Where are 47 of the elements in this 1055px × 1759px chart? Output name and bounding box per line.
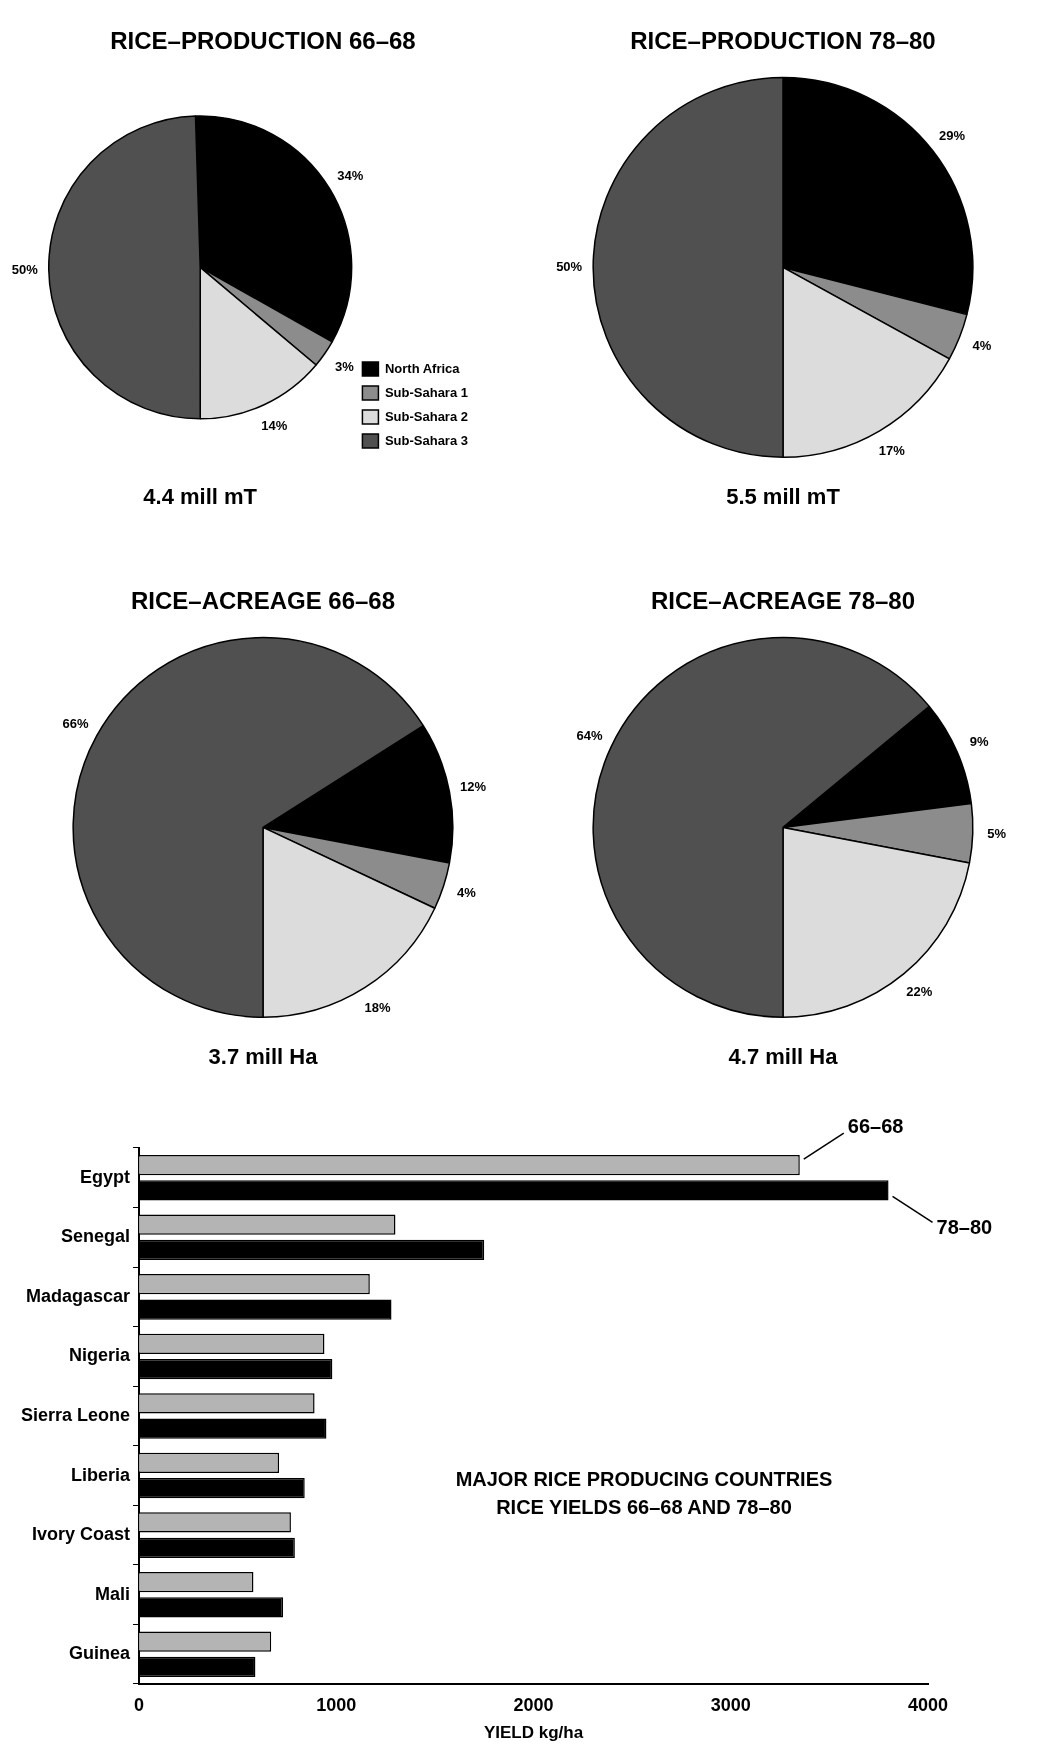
data-label: 5% <box>987 825 1007 841</box>
annotation: MAJOR RICE PRODUCING COUNTRIES <box>455 1467 833 1490</box>
text: 4.4 mill mT <box>143 484 258 510</box>
data-label: 50% <box>11 261 39 277</box>
legend-label: North Africa <box>384 360 461 376</box>
text: 5.5 mill mT <box>726 484 841 510</box>
x-tick-label: 2000 <box>513 1694 554 1715</box>
data-label: 14% <box>261 418 288 434</box>
x-tick-label: 0 <box>134 1694 145 1715</box>
data-label: 34% <box>337 168 364 184</box>
data-label: 17% <box>878 443 906 459</box>
y-tick-label: Nigeria <box>69 1345 132 1366</box>
y-tick-label: Mali <box>95 1583 131 1604</box>
chart-title: RICE–ACREAGE 66–68 <box>130 587 396 615</box>
legend-label: Sub-Sahara 1 <box>384 384 469 400</box>
text: 78–80 <box>936 1215 993 1238</box>
y-tick-label: Guinea <box>69 1643 132 1664</box>
data-label: 29% <box>938 127 966 143</box>
y-tick-label: Madagascar <box>25 1285 131 1306</box>
text: 66–68 <box>847 1114 904 1137</box>
text: 4.7 mill Ha <box>728 1044 839 1070</box>
legend-label: Sub-Sahara 2 <box>384 408 469 424</box>
chart-title: RICE–PRODUCTION 78–80 <box>630 27 936 55</box>
x-tick-label: 3000 <box>710 1694 751 1715</box>
x-tick-label: 1000 <box>316 1694 357 1715</box>
y-tick-label: Sierra Leone <box>21 1404 131 1425</box>
x-tick-label: 4000 <box>907 1694 949 1715</box>
data-label: 4% <box>456 885 477 901</box>
data-label: 3% <box>334 358 355 374</box>
y-tick-label: Liberia <box>71 1464 132 1485</box>
data-label: 12% <box>460 778 487 794</box>
legend-label: Sub-Sahara 3 <box>384 432 469 448</box>
data-label: 66% <box>62 715 90 731</box>
data-label: 9% <box>969 734 990 750</box>
y-tick-label: Egypt <box>80 1166 131 1187</box>
data-label: 64% <box>576 727 603 743</box>
data-label: 50% <box>556 258 583 274</box>
chart-title: RICE–ACREAGE 78–80 <box>650 587 916 615</box>
text: 3.7 mill Ha <box>208 1044 319 1070</box>
y-tick-label: Ivory Coast <box>32 1524 131 1545</box>
x-axis-title: YIELD kg/ha <box>483 1723 584 1743</box>
data-label: 4% <box>972 337 992 353</box>
data-label: 22% <box>906 983 933 999</box>
data-label: 18% <box>364 999 392 1015</box>
annotation: RICE YIELDS 66–68 AND 78–80 <box>496 1495 792 1518</box>
chart-title: RICE–PRODUCTION 66–68 <box>110 27 416 55</box>
y-tick-label: Senegal <box>61 1226 131 1247</box>
